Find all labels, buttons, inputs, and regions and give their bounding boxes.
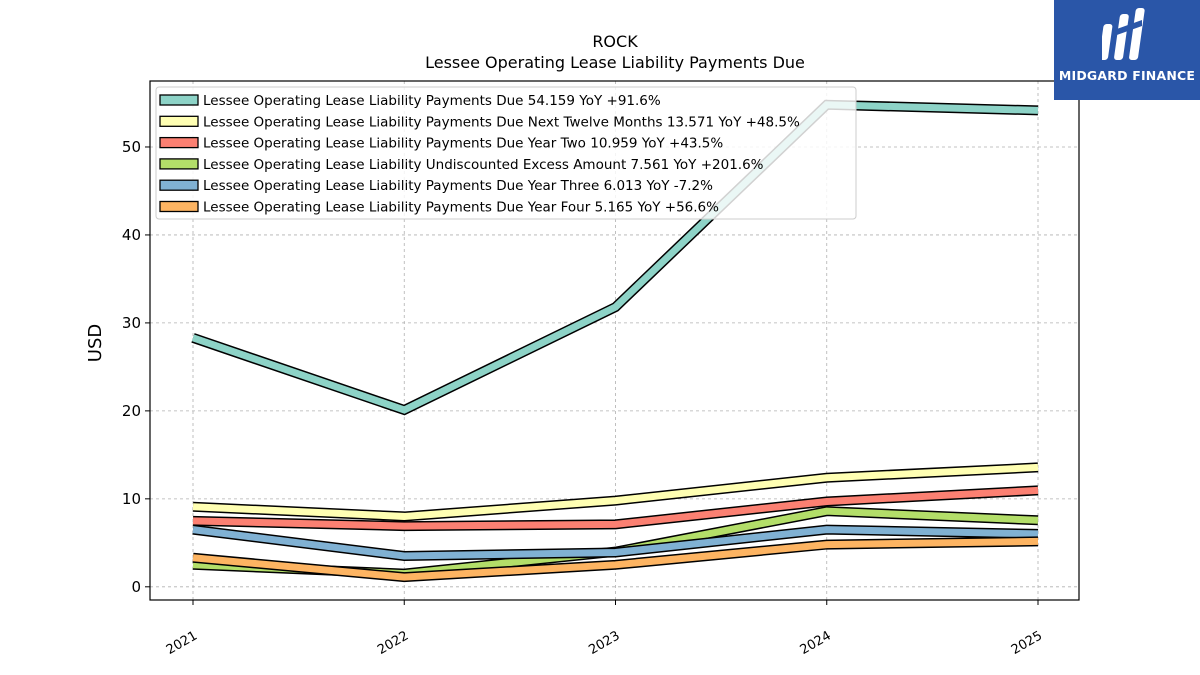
y-tick-label: 50 [122, 138, 141, 156]
legend-swatch [159, 179, 199, 191]
x-tick-label: 2025 [1009, 628, 1045, 658]
x-tick-label: 2021 [164, 628, 200, 658]
legend-box [155, 86, 857, 220]
legend-entry: Lessee Operating Lease Liability Undisco… [203, 157, 764, 173]
legend-entry: Lessee Operating Lease Liability Payment… [203, 114, 800, 130]
y-axis-label: USD [85, 324, 106, 362]
legend-swatch [159, 158, 199, 170]
legend-entry: Lessee Operating Lease Liability Payment… [203, 93, 661, 109]
series-layer [191, 99, 1039, 583]
legend-swatch [159, 115, 199, 127]
x-tick-label: 2022 [375, 628, 411, 658]
logo-text: MIDGARD FINANCE [1058, 68, 1196, 83]
legend-swatch [159, 94, 199, 106]
x-axis: 2021 2022 2023 2024 2025 [164, 600, 1045, 658]
legend: Lessee Operating Lease Liability Payment… [155, 86, 857, 220]
plot-frame [149, 80, 1080, 601]
legend-entry: Lessee Operating Lease Liability Payment… [203, 200, 719, 216]
chart-title: ROCK [592, 32, 638, 51]
x-tick-label: 2023 [586, 628, 622, 658]
x-tick-label: 2024 [798, 628, 834, 658]
legend-swatch [159, 200, 199, 213]
y-axis: 0 10 20 30 40 50 [122, 138, 150, 596]
brand-logo: MIDGARD FINANCE [1054, 0, 1200, 100]
legend-swatch [159, 136, 199, 149]
y-tick-label: 0 [131, 578, 141, 596]
y-tick-label: 40 [122, 226, 141, 244]
y-tick-label: 10 [122, 490, 141, 508]
chart-subtitle: Lessee Operating Lease Liability Payment… [425, 53, 805, 72]
y-tick-label: 20 [122, 402, 141, 420]
legend-entry: Lessee Operating Lease Liability Payment… [203, 136, 723, 152]
legend-entry: Lessee Operating Lease Liability Payment… [203, 178, 713, 194]
logo-mark-icon [1102, 8, 1145, 60]
y-tick-label: 30 [122, 314, 141, 332]
